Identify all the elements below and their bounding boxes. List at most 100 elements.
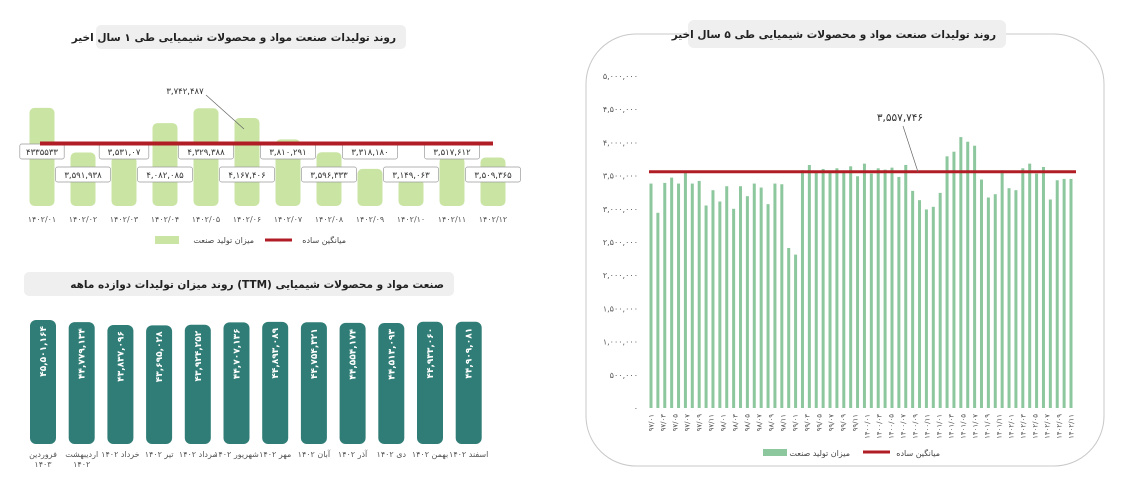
- chart2-x-tick: تیر ۱۴۰۲: [145, 450, 174, 459]
- chart2-x-tick: فروردین: [29, 450, 57, 459]
- chart3-x-tick: ۹۸/۰۹: [768, 414, 776, 432]
- chart3-x-tick: ۹۸/۰۷: [756, 414, 764, 432]
- chart2-value-label: ۴۴,۹۳۳,۰۶۰: [426, 328, 436, 379]
- chart3-bar: [904, 164, 908, 408]
- chart3-bar: [807, 164, 811, 408]
- chart3-bar: [890, 167, 894, 408]
- chart3-x-tick: ۱۴۰۲/۱۱: [1068, 414, 1076, 439]
- chart3-y-tick: ۵۰۰,۰۰۰: [610, 371, 638, 380]
- chart1-value-label: ۳,۵۱۷,۶۱۲: [433, 148, 471, 158]
- chart3-bar: [766, 204, 770, 408]
- chart3-bar: [828, 171, 832, 408]
- chart1-value-label: ۳,۵۹۶,۳۳۳: [310, 171, 348, 181]
- chart3-x-tick: ۱۴۰۱/۰۳: [948, 414, 956, 439]
- chart3-x-tick: ۹۹/۰۷: [828, 414, 836, 432]
- chart3-bar: [732, 208, 736, 408]
- chart1-x-tick: ۱۴۰۲/۰۳: [110, 215, 139, 224]
- chart1-value-label: ۳,۵۰۹,۳۶۵: [474, 171, 512, 181]
- chart3-x-tick: ۱۴۰۲/۰۷: [1044, 414, 1052, 439]
- chart2-x-tick: شهریور ۱۴۰۲: [214, 450, 259, 459]
- chart1-value-label: ۴,۱۶۷,۴۰۶: [228, 171, 265, 181]
- chart3-bar: [938, 192, 942, 408]
- chart1: روند تولیدات صنعت مواد و محصولات شیمیایی…: [19, 25, 521, 245]
- chart3-x-tick: ۱۴۰۲/۰۵: [1032, 414, 1040, 439]
- chart2-bar: [184, 324, 211, 444]
- chart2-value-label: ۴۴,۸۹۳,۰۸۹: [271, 327, 281, 378]
- chart2-value-label: ۴۳,۹۲۴,۲۵۲: [194, 330, 204, 381]
- chart2-bar: [378, 322, 405, 444]
- chart3-bar: [670, 177, 674, 408]
- chart2-value-label: ۴۴,۹۰۹,۰۸۱: [465, 328, 475, 379]
- chart1-legend-bar-label: میزان تولید صنعت: [193, 236, 254, 245]
- chart3-bar: [677, 183, 681, 408]
- chart3-bar: [835, 168, 839, 408]
- chart1-value-label: ۳,۵۳۱,۰۷: [108, 148, 141, 158]
- chart3-x-tick: ۱۴۰۱/۰۷: [972, 414, 980, 439]
- chart3-y-tick: ۳,۰۰۰,۰۰۰: [603, 205, 638, 214]
- chart3-title-box: [688, 20, 1006, 48]
- chart3-bar: [656, 212, 660, 408]
- chart1-value-label-box: [219, 166, 275, 183]
- chart3-y-tick: ۲,۵۰۰,۰۰۰: [603, 238, 638, 247]
- chart3-bar: [862, 163, 866, 408]
- chart3-bar: [876, 168, 880, 408]
- chart2-value-label: ۴۴,۷۰۷,۱۳۶: [233, 328, 243, 379]
- chart3: روند تولیدات صنعت مواد و محصولات شیمیایی…: [585, 20, 1105, 467]
- chart3-bar: [739, 186, 743, 408]
- chart3-x-tick: ۹۷/۰۱: [648, 414, 656, 431]
- chart1-value-label: ۳,۸۱۰,۲۹۱: [269, 148, 306, 158]
- chart3-bar: [911, 190, 915, 408]
- chart3-bar: [787, 247, 791, 408]
- chart3-x-tick: ۱۴۰۲/۰۹: [1056, 414, 1064, 439]
- chart3-x-tick: ۹۹/۰۱: [792, 414, 800, 431]
- chart2-bar: [146, 325, 173, 444]
- chart1-x-tick: ۱۴۰۲/۰۴: [151, 215, 179, 224]
- chart2-x-tick: آبان ۱۴۰۲: [298, 449, 331, 459]
- chart3-bar: [780, 184, 784, 408]
- chart1-legend-bar-swatch: [155, 236, 179, 244]
- chart1-value-label-box: [465, 166, 521, 183]
- chart3-y-tick: ۵,۰۰۰,۰۰۰: [603, 72, 638, 81]
- chart1-bar: [357, 168, 383, 206]
- chart3-x-tick: ۱۴۰۰/۰۷: [900, 414, 908, 439]
- chart3-bar: [745, 196, 749, 408]
- chart1-value-label-box: [301, 166, 357, 183]
- chart3-x-tick: ۱۴۰۱/۰۱: [936, 414, 944, 439]
- chart3-bar: [1000, 170, 1004, 408]
- chart3-bar: [759, 187, 763, 408]
- chart3-legend-bar-label: میزان تولید صنعت: [789, 449, 850, 458]
- chart1-avg-label: ۳,۷۴۲,۴۸۷: [166, 87, 204, 97]
- chart1-bar: [111, 156, 137, 206]
- chart3-bar: [814, 170, 818, 408]
- chart1-title: روند تولیدات صنعت مواد و محصولات شیمیایی…: [71, 32, 396, 44]
- chart3-x-tick: ۹۹/۰۹: [840, 414, 848, 432]
- chart3-bar: [945, 156, 949, 408]
- chart3-x-tick: ۹۹/۰۳: [804, 414, 812, 432]
- chart3-bar: [979, 179, 983, 408]
- chart3-bar: [773, 183, 777, 408]
- chart3-x-tick: ۱۴۰۱/۰۹: [984, 414, 992, 439]
- chart2-bar: [107, 324, 134, 444]
- chart2-x-tick: اردیبهشت: [65, 450, 98, 459]
- chart3-x-tick: ۱۴۰۰/۰۵: [888, 414, 896, 439]
- chart3-x-tick: ۹۸/۱۱: [780, 414, 788, 431]
- chart3-x-tick: ۹۸/۰۳: [732, 414, 740, 432]
- chart3-x-tick: ۱۴۰۰/۰۱: [864, 414, 872, 439]
- chart1-value-label-box: [137, 166, 193, 183]
- chart2-value-label: ۴۴,۷۵۴,۳۲۱: [310, 328, 320, 379]
- chart3-y-tick: ۴,۰۰۰,۰۰۰: [603, 138, 638, 147]
- chart1-value-label: ۳,۳۱۸,۱۸۰: [351, 148, 388, 158]
- chart1-x-tick: ۱۴۰۲/۰۱: [28, 215, 56, 224]
- chart2-value-label: ۴۴,۷۷۹,۱۳۴: [78, 328, 88, 379]
- chart3-x-tick: ۹۸/۰۵: [744, 414, 752, 432]
- chart3-bar: [649, 183, 653, 408]
- chart2-x-tick: بهمن ۱۴۰۲: [412, 450, 448, 459]
- chart3-bar: [697, 180, 701, 408]
- chart2-x-tick: آذر ۱۴۰۲: [338, 449, 368, 459]
- chart3-x-tick: ۹۷/۰۵: [672, 414, 680, 432]
- chart1-x-tick: ۱۴۰۲/۱۰: [397, 215, 425, 224]
- chart2-x-tick-year: ۱۴۰۳: [34, 460, 52, 469]
- chart3-x-tick: ۱۴۰۲/۰۱: [1008, 414, 1016, 439]
- chart3-x-tick: ۱۴۰۰/۰۹: [912, 414, 920, 439]
- chart1-legend: میزان تولید صنعت میانگین ساده: [155, 235, 346, 245]
